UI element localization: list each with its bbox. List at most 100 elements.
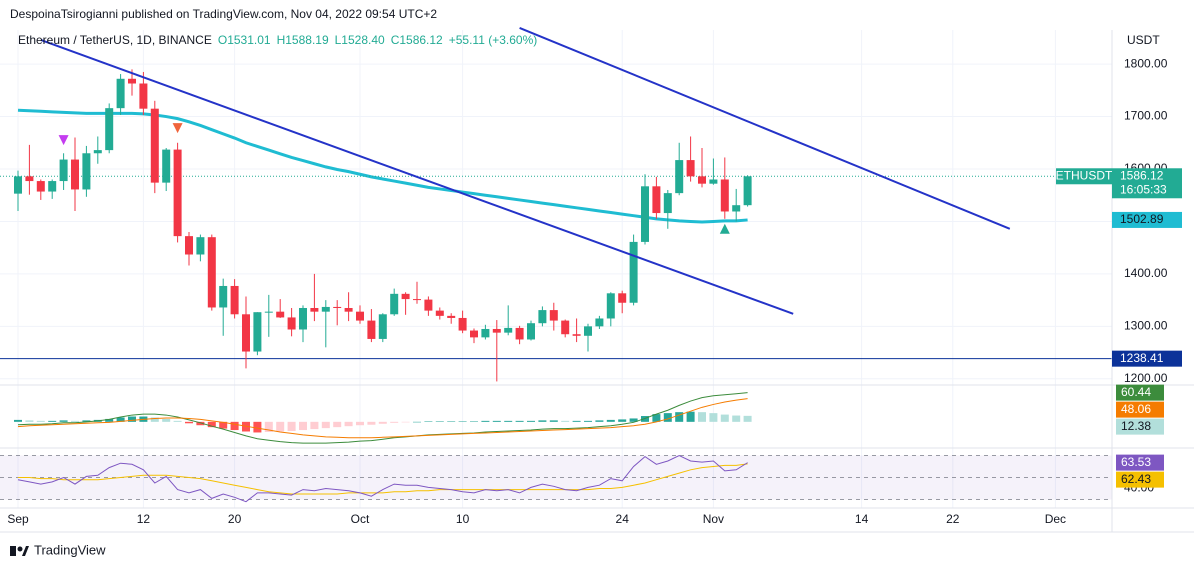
ma-tag: [1112, 211, 1182, 228]
macd-histogram-bar: [549, 420, 558, 422]
candle-body: [675, 160, 684, 194]
x-tick-label: Nov: [703, 512, 724, 526]
macd-histogram-bar: [595, 420, 604, 422]
macd-histogram-bar: [344, 421, 353, 427]
countdown: 16:05:33: [1120, 182, 1167, 196]
candle-body: [447, 315, 456, 318]
candle-body: [219, 285, 228, 308]
candle-body: [185, 236, 193, 255]
currency: USDT: [1127, 33, 1160, 47]
candle-body: [93, 150, 102, 154]
macd-tag: [1116, 418, 1164, 435]
x-tick-label: 20: [228, 512, 242, 526]
rsi-tag-label: 62.43: [1121, 472, 1151, 486]
candle-body: [641, 186, 649, 242]
macd-histogram-bar: [333, 421, 342, 428]
candle-body: [515, 327, 524, 340]
macd-histogram-bar: [276, 421, 285, 432]
candle-body: [264, 311, 273, 313]
macd-histogram-bar: [720, 414, 729, 422]
macd-histogram-bar: [299, 421, 307, 431]
price-tag: [1112, 168, 1182, 199]
candle-body: [413, 299, 421, 301]
candle-body: [253, 312, 262, 352]
macd-histogram-bar: [287, 421, 296, 432]
y-tick-label: 1800.00: [1124, 56, 1168, 70]
line-tag: [1112, 350, 1182, 367]
candle-body: [732, 205, 741, 212]
candle-body: [150, 108, 159, 183]
candle-body: [48, 181, 57, 192]
macd-histogram-bar: [538, 420, 547, 422]
candle-body: [276, 311, 285, 318]
candle-body: [390, 293, 399, 315]
macd-histogram-bar: [743, 415, 752, 422]
candle-body: [344, 307, 353, 312]
candle-body: [310, 307, 319, 312]
macd-histogram-bar: [82, 420, 91, 422]
trend-line: [519, 26, 1011, 230]
macd-histogram-bar: [492, 420, 501, 422]
rsi-tag: [1116, 471, 1164, 488]
candle-body: [435, 310, 444, 316]
macd-histogram-bar: [686, 411, 695, 422]
candle-body: [549, 310, 558, 321]
candle-body: [71, 159, 79, 190]
macd-histogram-bar: [173, 420, 182, 422]
candle-body: [36, 181, 45, 192]
candle-body: [458, 317, 467, 331]
macd-histogram-bar: [504, 420, 513, 422]
moving-average: [17, 108, 748, 224]
macd-tag-label: 12.38: [1121, 419, 1151, 433]
macd-histogram-bar: [25, 420, 34, 422]
candle-body: [356, 311, 364, 321]
candle-body: [321, 306, 330, 312]
candle-body: [116, 78, 125, 109]
macd-histogram-bar: [116, 417, 125, 422]
candle-body: [709, 179, 718, 184]
candle-body: [367, 320, 376, 339]
candle-body: [401, 293, 410, 300]
rsi-line: [17, 454, 748, 503]
candle-body: [561, 320, 570, 335]
candle-body: [207, 237, 216, 308]
macd-histogram-bar: [253, 421, 262, 433]
ohlc-label: H1588.19: [277, 33, 329, 47]
candle-body: [504, 327, 513, 333]
y-tick-label: 1300.00: [1124, 319, 1168, 333]
candle-body: [82, 153, 91, 190]
macd-histogram-bar: [527, 420, 535, 422]
macd-tag: [1116, 401, 1164, 418]
macd-histogram-bar: [732, 415, 741, 422]
ohlc-label: L1528.40: [335, 33, 385, 47]
macd-histogram-bar: [584, 420, 592, 422]
macd-histogram-bar: [48, 420, 57, 422]
y-tick-label: 1700.00: [1124, 109, 1168, 123]
change-label: +55.11 (+3.60%): [449, 33, 538, 47]
macd-histogram-bar: [105, 418, 114, 422]
y-tick-label: 1200.00: [1124, 371, 1168, 385]
candle-body: [720, 179, 729, 212]
macd-histogram-bar: [59, 420, 68, 422]
macd-histogram-bar: [264, 421, 273, 432]
macd-histogram-bar: [162, 418, 171, 422]
macd-histogram-bar: [470, 421, 478, 422]
x-tick-label: 24: [616, 512, 630, 526]
macd-histogram-bar: [663, 413, 672, 422]
candle-body: [230, 285, 239, 315]
rsi-tag-label: 63.53: [1121, 455, 1151, 469]
candle-body: [481, 328, 490, 338]
candle-body: [652, 186, 661, 214]
macd-histogram-bar: [606, 419, 615, 422]
macd-histogram-bar: [709, 413, 718, 422]
macd-histogram-bar: [561, 420, 570, 422]
candle-body: [663, 193, 672, 214]
candle-body: [527, 323, 535, 340]
candle-body: [139, 83, 148, 109]
candle-body: [424, 299, 433, 311]
logo: [10, 546, 29, 556]
legend-title: Ethereum / TetherUS, 1D, BINANCE: [18, 33, 212, 47]
macd-tag-label: 60.44: [1121, 385, 1151, 399]
macd-histogram-bar: [515, 420, 524, 422]
